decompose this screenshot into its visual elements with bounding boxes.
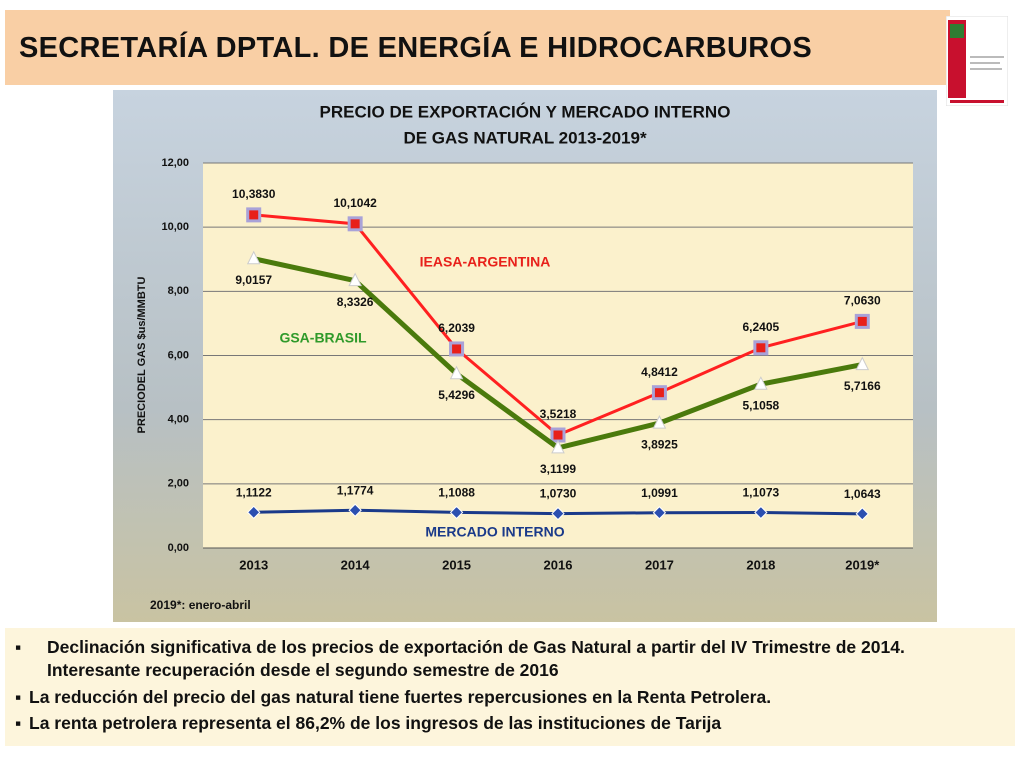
data-label: 1,1774	[337, 483, 374, 497]
marker	[449, 341, 465, 357]
bullet: ▪ La reducción del precio del gas natural…	[15, 686, 1015, 709]
x-tick-label: 2014	[341, 557, 371, 572]
bullet-text: Declinación significativa de los precios…	[47, 637, 905, 680]
bullet-text: La reducción del precio del gas natural …	[29, 687, 772, 707]
logo	[946, 16, 1008, 106]
marker	[550, 427, 566, 443]
data-label: 5,1058	[743, 398, 780, 412]
marker	[551, 439, 565, 454]
data-label: 1,1088	[438, 486, 475, 500]
series-label: GSA-BRASIL	[279, 330, 367, 346]
data-label: 6,2039	[438, 321, 475, 335]
data-label: 3,5218	[540, 407, 577, 421]
y-tick-label: 2,00	[168, 478, 189, 490]
data-label: 1,1073	[743, 486, 780, 500]
marker	[652, 506, 667, 520]
data-label: 7,0630	[844, 294, 881, 308]
marker	[348, 272, 362, 287]
data-label: 3,8925	[641, 437, 678, 451]
data-label: 10,1042	[333, 196, 377, 210]
x-tick-label: 2018	[746, 557, 775, 572]
data-label: 10,3830	[232, 187, 276, 201]
x-tick-label: 2015	[442, 557, 471, 572]
bullet-marker: ▪	[15, 637, 22, 657]
marker	[246, 250, 261, 265]
marker	[551, 506, 565, 521]
bullet-list: ▪ Declinación significativa de los precio…	[5, 628, 1015, 746]
marker	[449, 365, 464, 380]
header-title: SECRETARÍA DPTAL. DE ENERGÍA E HIDROCARB…	[19, 32, 813, 64]
x-tick-label: 2013	[239, 557, 268, 572]
x-tick-label: 2016	[544, 557, 573, 572]
bullet: ▪ Declinación significativa de los precio…	[15, 636, 965, 682]
x-tick-label: 2019*	[845, 557, 880, 572]
data-label: 8,3326	[337, 295, 374, 309]
marker	[854, 313, 870, 329]
data-label: 1,1122	[236, 485, 272, 499]
bullet: ▪ La renta petrolera representa el 86,2% …	[15, 712, 1015, 735]
marker	[246, 207, 262, 223]
chart-title: DE GAS NATURAL 2013-2019*	[403, 128, 647, 147]
data-label: 1,0643	[844, 487, 881, 501]
data-label: 5,4296	[438, 388, 475, 402]
bullet-text: La renta petrolera representa el 86,2% d…	[29, 713, 722, 733]
data-label: 6,2405	[743, 320, 780, 334]
marker	[651, 385, 667, 401]
data-label: 3,1199	[540, 462, 576, 476]
data-label: 1,0991	[641, 486, 678, 500]
bullet-marker: ▪	[15, 713, 22, 733]
y-tick-label: 12,00	[161, 157, 189, 169]
marker	[753, 340, 769, 356]
header-band: SECRETARÍA DPTAL. DE ENERGÍA E HIDROCARB…	[5, 10, 950, 85]
y-tick-label: 8,00	[168, 285, 189, 297]
marker	[348, 503, 362, 517]
marker	[652, 414, 667, 429]
marker	[855, 356, 870, 371]
marker	[347, 216, 363, 232]
chart-title: PRECIO DE EXPORTACIÓN Y MERCADO INTERNO	[320, 102, 731, 121]
series-label: IEASA-ARGENTINA	[420, 254, 551, 270]
data-label: 1,0730	[540, 487, 577, 501]
series-label: MERCADO INTERNO	[425, 524, 564, 540]
y-tick-label: 10,00	[161, 221, 189, 233]
marker	[754, 505, 768, 520]
data-label: 5,7166	[844, 379, 881, 393]
marker	[855, 507, 869, 521]
marker	[754, 376, 768, 390]
data-label: 4,8412	[641, 365, 678, 379]
bullet-marker: ▪	[15, 687, 22, 707]
marker	[247, 505, 261, 520]
marker	[449, 505, 464, 520]
note: 2019*: enero-abril	[150, 598, 251, 612]
data-label: 9,0157	[235, 273, 272, 287]
y-axis-label: PRECIODEL GAS $us/MMBTU	[136, 277, 148, 434]
y-tick-label: 0,00	[168, 542, 189, 554]
y-tick-label: 6,00	[168, 349, 189, 361]
x-tick-label: 2017	[645, 557, 674, 572]
y-tick-label: 4,00	[168, 414, 189, 426]
